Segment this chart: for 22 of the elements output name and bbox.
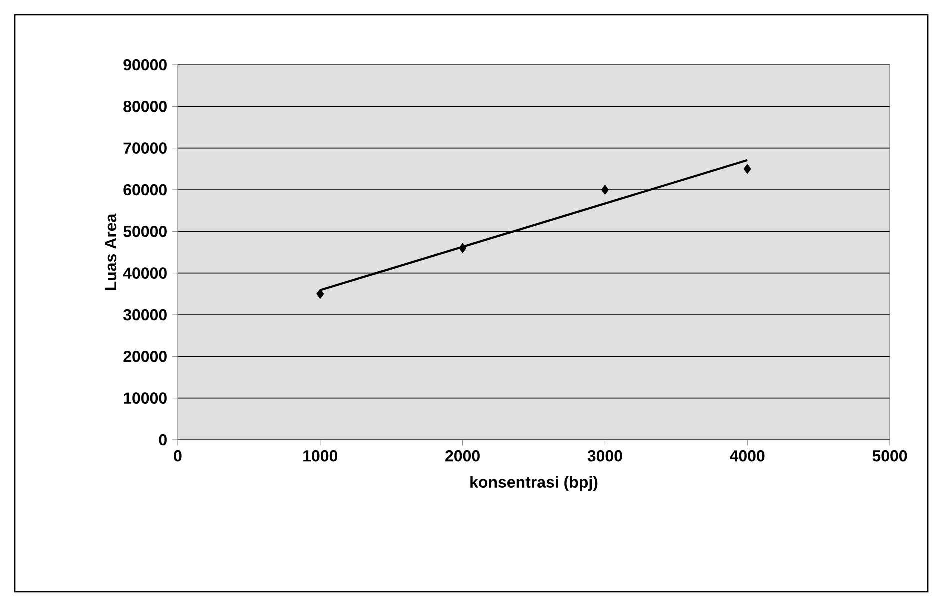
- y-tick-label: 90000: [124, 59, 167, 71]
- y-tick-label: 10000: [124, 392, 167, 404]
- point: [601, 185, 609, 195]
- point: [459, 243, 467, 254]
- y-tick-label: 30000: [123, 309, 167, 321]
- y-tick-label: 0: [159, 434, 167, 446]
- y-tick-label: 40000: [123, 268, 167, 279]
- y-tick-label: 50000: [124, 226, 167, 238]
- x-tick-label: 0: [174, 450, 182, 462]
- y-tick-label: 80000: [124, 101, 167, 112]
- y-axis-title: Luas Area: [105, 214, 117, 290]
- point: [316, 289, 324, 300]
- x-tick-label: 3000: [588, 450, 622, 462]
- x-tick-label: 2000: [446, 450, 480, 462]
- point: [744, 164, 752, 174]
- x-tick-label: 4000: [730, 450, 765, 462]
- y-tick-label: 20000: [124, 351, 167, 362]
- x-axis-title: konsentrasi (bpj): [470, 476, 598, 492]
- y-tick-label: 60000: [124, 184, 167, 196]
- y-tick-label: 70000: [124, 142, 167, 154]
- x-tick-label: 5000: [872, 450, 908, 462]
- x-tick-label: 1000: [304, 450, 338, 462]
